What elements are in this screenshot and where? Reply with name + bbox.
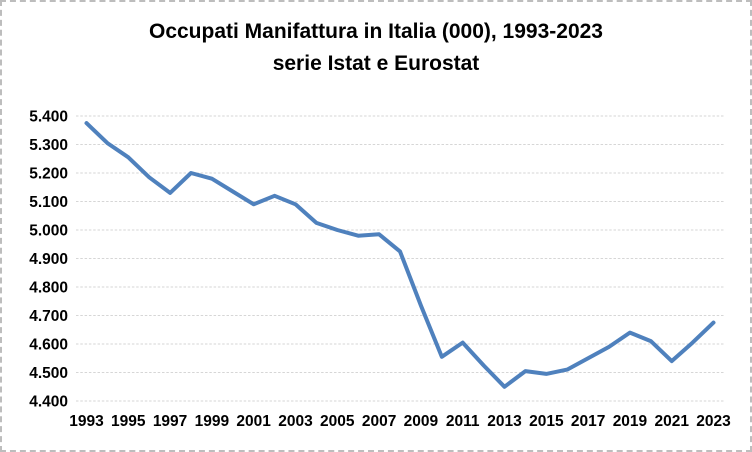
y-axis-tick-label: 4.700	[29, 308, 68, 325]
y-axis-tick-label: 5.100	[29, 194, 68, 211]
x-axis-tick-label: 2005	[320, 413, 355, 430]
x-axis-tick-label: 1995	[111, 413, 146, 430]
y-axis-tick-label: 4.400	[29, 394, 68, 411]
y-axis-tick-label: 4.800	[29, 280, 68, 297]
x-axis-tick-label: 2017	[571, 413, 605, 430]
chart-title-line-2: serie Istat e Eurostat	[272, 52, 480, 75]
y-axis-tick-label: 5.400	[29, 109, 68, 126]
x-axis-tick-label: 1993	[69, 413, 104, 430]
x-axis-tick-label: 2009	[404, 413, 439, 430]
x-axis-tick-label: 1997	[153, 413, 187, 430]
x-axis-tick-label: 2011	[446, 413, 480, 430]
y-axis-tick-label: 5.000	[29, 223, 68, 240]
chart-title: Occupati Manifattura in Italia (000), 19…	[2, 16, 750, 80]
x-axis-tick-label: 1999	[195, 413, 230, 430]
y-axis-tick-label: 4.500	[29, 365, 68, 382]
x-axis-tick-label: 2015	[529, 413, 564, 430]
y-axis-tick-label: 5.200	[29, 166, 68, 183]
chart-title-line-1: Occupati Manifattura in Italia (000), 19…	[148, 20, 603, 43]
x-axis-tick-label: 2021	[654, 413, 689, 430]
x-axis-tick-label: 2003	[278, 413, 313, 430]
y-axis-tick-label: 5.300	[29, 137, 68, 154]
x-axis-tick-label: 2007	[362, 413, 396, 430]
data-series-line	[84, 121, 716, 389]
y-axis-tick-label: 4.600	[29, 337, 68, 354]
x-axis-tick-label: 2001	[236, 413, 271, 430]
y-axis-tick-label: 4.900	[29, 251, 68, 268]
x-axis-tick-label: 2019	[613, 413, 648, 430]
x-axis-tick-label: 2023	[696, 413, 731, 430]
x-axis-tick-label: 2013	[487, 413, 522, 430]
